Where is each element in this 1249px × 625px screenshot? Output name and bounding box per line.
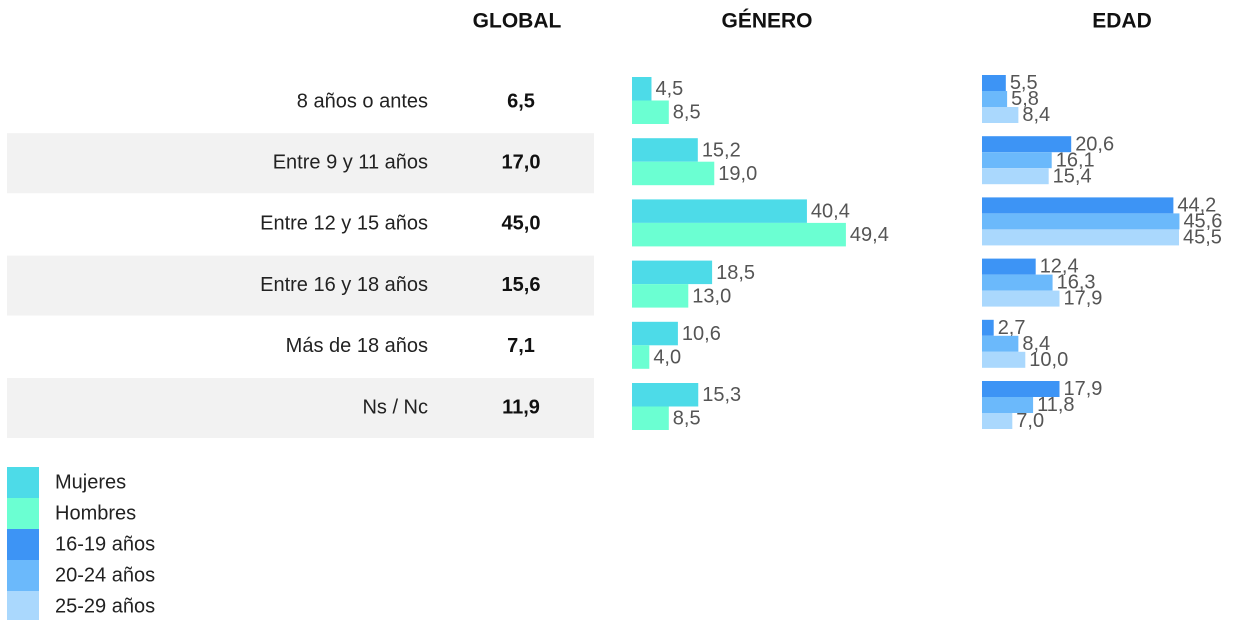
- global-value: 7,1: [507, 335, 535, 357]
- bar: [982, 335, 1019, 352]
- value-label: 40,4: [811, 201, 850, 223]
- global-value: 11,9: [502, 396, 540, 418]
- value-label: 10,0: [1029, 349, 1068, 371]
- legend-swatch: [7, 498, 39, 529]
- global-value: 6,5: [507, 90, 535, 112]
- value-label: 5,5: [1010, 72, 1038, 94]
- legend-label: Hombres: [55, 502, 136, 524]
- bar: [632, 77, 652, 101]
- bar: [632, 284, 689, 308]
- value-label: 8,4: [1022, 104, 1050, 126]
- legend-swatch: [7, 529, 39, 560]
- category-label: 8 años o antes: [297, 90, 428, 112]
- global-value: 15,6: [502, 274, 541, 296]
- value-label: 5,8: [1011, 88, 1039, 110]
- value-label: 17,9: [1064, 288, 1103, 310]
- bar: [632, 321, 678, 346]
- value-label: 45,5: [1183, 226, 1222, 248]
- bar: [632, 100, 669, 124]
- bar: [632, 260, 713, 285]
- category-label: Ns / Nc: [362, 396, 428, 418]
- legend-swatch: [7, 560, 39, 591]
- value-label: 49,4: [850, 224, 889, 246]
- row-band: [7, 378, 594, 438]
- value-label: 12,4: [1040, 256, 1079, 278]
- value-label: 15,2: [702, 139, 741, 161]
- row-band: [7, 133, 594, 194]
- legend-swatch: [7, 591, 39, 622]
- column-header: GÉNERO: [721, 10, 812, 33]
- bar: [632, 406, 669, 430]
- bar: [982, 91, 1008, 107]
- value-label: 7,0: [1016, 410, 1044, 432]
- bar: [982, 397, 1034, 413]
- bar: [982, 229, 1180, 246]
- value-label: 4,5: [655, 78, 683, 100]
- value-label: 10,6: [682, 323, 721, 345]
- bar: [982, 107, 1019, 123]
- value-label: 8,4: [1022, 333, 1050, 355]
- bar: [982, 197, 1174, 214]
- value-label: 16,3: [1057, 272, 1096, 294]
- bar: [632, 383, 699, 407]
- legend-label: 20-24 años: [55, 564, 155, 586]
- value-label: 15,3: [702, 384, 741, 406]
- bar: [982, 319, 994, 336]
- value-label: 16,1: [1056, 149, 1095, 171]
- value-label: 8,5: [673, 102, 701, 124]
- bar: [632, 345, 650, 369]
- value-label: 44,2: [1177, 194, 1216, 216]
- bar: [632, 138, 698, 162]
- bar: [982, 413, 1013, 429]
- category-label: Entre 9 y 11 años: [273, 151, 428, 173]
- global-value: 45,0: [502, 213, 541, 235]
- value-label: 19,0: [718, 163, 757, 185]
- bar: [982, 290, 1060, 307]
- value-label: 18,5: [716, 262, 755, 284]
- value-label: 45,6: [1183, 210, 1222, 232]
- bar: [982, 351, 1026, 368]
- bar: [632, 199, 807, 223]
- column-header: EDAD: [1092, 10, 1152, 33]
- column-header: GLOBAL: [473, 10, 562, 33]
- global-value: 17,0: [502, 151, 541, 173]
- category-label: Más de 18 años: [286, 335, 428, 357]
- value-label: 17,9: [1064, 378, 1103, 400]
- category-label: Entre 12 y 15 años: [260, 213, 428, 235]
- row-band: [7, 255, 594, 316]
- legend-label: 25-29 años: [55, 595, 155, 617]
- value-label: 11,8: [1037, 394, 1074, 416]
- value-label: 15,4: [1053, 165, 1092, 187]
- value-label: 8,5: [673, 408, 701, 430]
- bar: [632, 161, 715, 186]
- bar: [982, 381, 1060, 397]
- value-label: 20,6: [1075, 133, 1114, 155]
- bar: [982, 75, 1006, 91]
- bar: [632, 222, 846, 247]
- bar: [982, 168, 1049, 185]
- legend-swatch: [7, 467, 39, 498]
- bar: [982, 258, 1036, 275]
- legend-label: 16-19 años: [55, 533, 155, 555]
- value-label: 2,7: [998, 317, 1026, 339]
- value-label: 13,0: [692, 285, 731, 307]
- category-label: Entre 16 y 18 años: [260, 274, 428, 296]
- bar: [982, 213, 1180, 230]
- bar: [982, 152, 1052, 169]
- bar: [982, 274, 1053, 291]
- bar: [982, 136, 1072, 153]
- legend-label: Mujeres: [55, 471, 126, 493]
- value-label: 4,0: [653, 347, 681, 369]
